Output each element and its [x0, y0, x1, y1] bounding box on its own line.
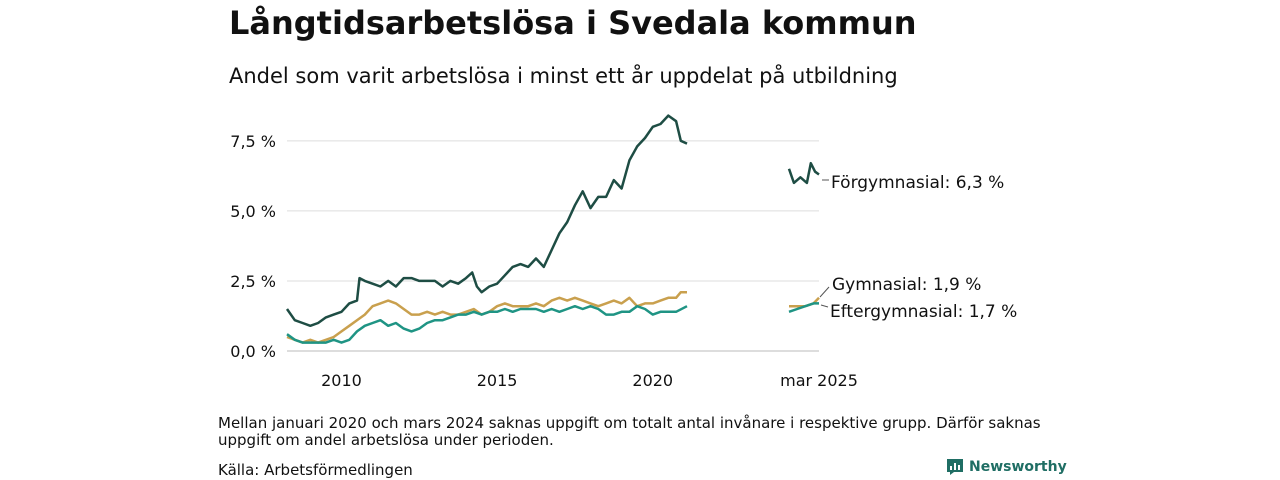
footnote: Mellan januari 2020 och mars 2024 saknas…	[218, 414, 1041, 449]
chart-title: Långtidsarbetslösa i Svedala kommun	[229, 4, 917, 42]
newsworthy-icon	[947, 459, 963, 475]
x-tick-label: 2010	[321, 371, 362, 390]
source-note: Källa: Arbetsförmedlingen	[218, 461, 413, 479]
y-tick-label: 5,0 %	[230, 202, 276, 221]
x-tick-label: 2020	[632, 371, 673, 390]
y-tick-label: 7,5 %	[230, 132, 276, 151]
brand-logo[interactable]: Newsworthy	[946, 458, 1067, 476]
series-line-gymnasial	[286, 290, 687, 344]
series-line-förgymnasial	[285, 114, 688, 328]
series-line-gymnasial	[789, 296, 820, 308]
series-line-eftergymnasial	[788, 302, 819, 313]
brand-name: Newsworthy	[969, 459, 1067, 475]
series-line-eftergymnasial	[286, 304, 688, 344]
line-chart: 0,0 % 2,5 % 5,0 % 7,5 % 2010 2015 2020 mar 2025…	[230, 114, 1017, 390]
series-end-label: Förgymnasial: 6,3 %	[831, 173, 1004, 193]
y-tick-label: 2,5 %	[230, 272, 276, 291]
y-tick-label: 0,0 %	[230, 342, 276, 361]
series-line-förgymnasial	[787, 161, 820, 185]
series-end-label: Eftergymnasial: 1,7 %	[830, 302, 1017, 322]
x-tick-label: mar 2025	[780, 371, 858, 390]
label-connector	[819, 286, 830, 298]
chart-subtitle: Andel som varit arbetslösa i minst ett å…	[229, 64, 898, 88]
x-tick-label: 2015	[477, 371, 518, 390]
label-connector	[820, 304, 829, 308]
series-end-label: Gymnasial: 1,9 %	[832, 275, 981, 295]
